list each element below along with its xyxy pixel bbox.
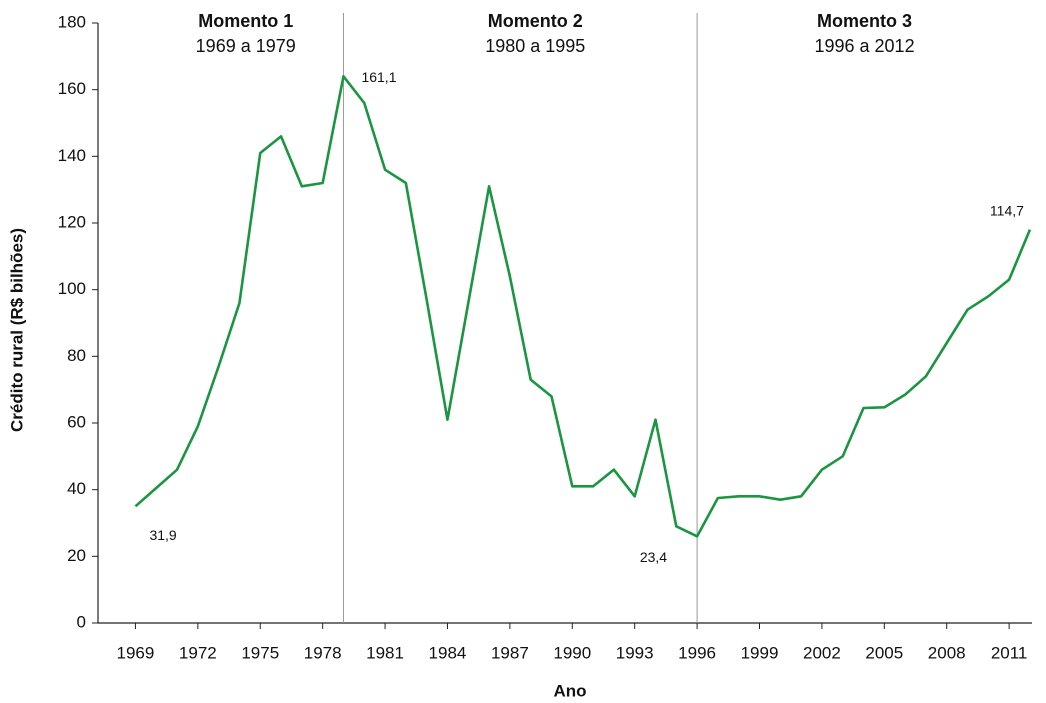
x-tick-label: 2008	[928, 643, 966, 662]
x-tick-label: 1972	[179, 643, 217, 662]
y-tick-label: 180	[58, 12, 86, 31]
x-axis-label: Ano	[553, 681, 586, 700]
x-tick-label: 1981	[366, 643, 404, 662]
y-tick-label: 40	[67, 479, 86, 498]
moment-title: Momento 3	[817, 11, 912, 31]
x-tick-label: 2011	[991, 643, 1028, 662]
y-tick-label: 80	[67, 346, 86, 365]
x-tick-label: 1969	[117, 643, 155, 662]
moment-title: Momento 2	[488, 11, 583, 31]
moment-period: 1996 a 2012	[814, 36, 914, 56]
x-tick-label: 2005	[865, 643, 903, 662]
x-tick-label: 1978	[304, 643, 342, 662]
x-tick-label: 1987	[491, 643, 529, 662]
annotation: 114,7	[990, 202, 1024, 218]
x-tick-label: 1975	[241, 643, 279, 662]
y-tick-label: 20	[67, 546, 86, 565]
y-tick-label: 160	[58, 79, 86, 98]
annotation: 23,4	[640, 549, 667, 565]
x-tick-label: 1984	[429, 643, 467, 662]
annotation: 161,1	[361, 69, 396, 85]
y-axis-label: Crédito rural (R$ bilhões)	[7, 228, 26, 432]
moment-period: 1980 a 1995	[485, 36, 585, 56]
y-tick-label: 60	[67, 412, 86, 431]
y-tick-label: 120	[58, 212, 86, 231]
x-tick-label: 1996	[678, 643, 716, 662]
moment-period: 1969 a 1979	[196, 36, 296, 56]
x-tick-label: 1999	[741, 643, 779, 662]
x-tick-label: 1993	[616, 643, 654, 662]
y-tick-label: 140	[58, 146, 86, 165]
moment-title: Momento 1	[198, 11, 293, 31]
x-tick-label: 2002	[803, 643, 841, 662]
y-tick-label: 100	[58, 279, 86, 298]
x-tick-label: 1990	[553, 643, 591, 662]
y-tick-label: 0	[77, 612, 86, 631]
annotation: 31,9	[149, 527, 176, 543]
data-line	[134, 75, 1032, 538]
